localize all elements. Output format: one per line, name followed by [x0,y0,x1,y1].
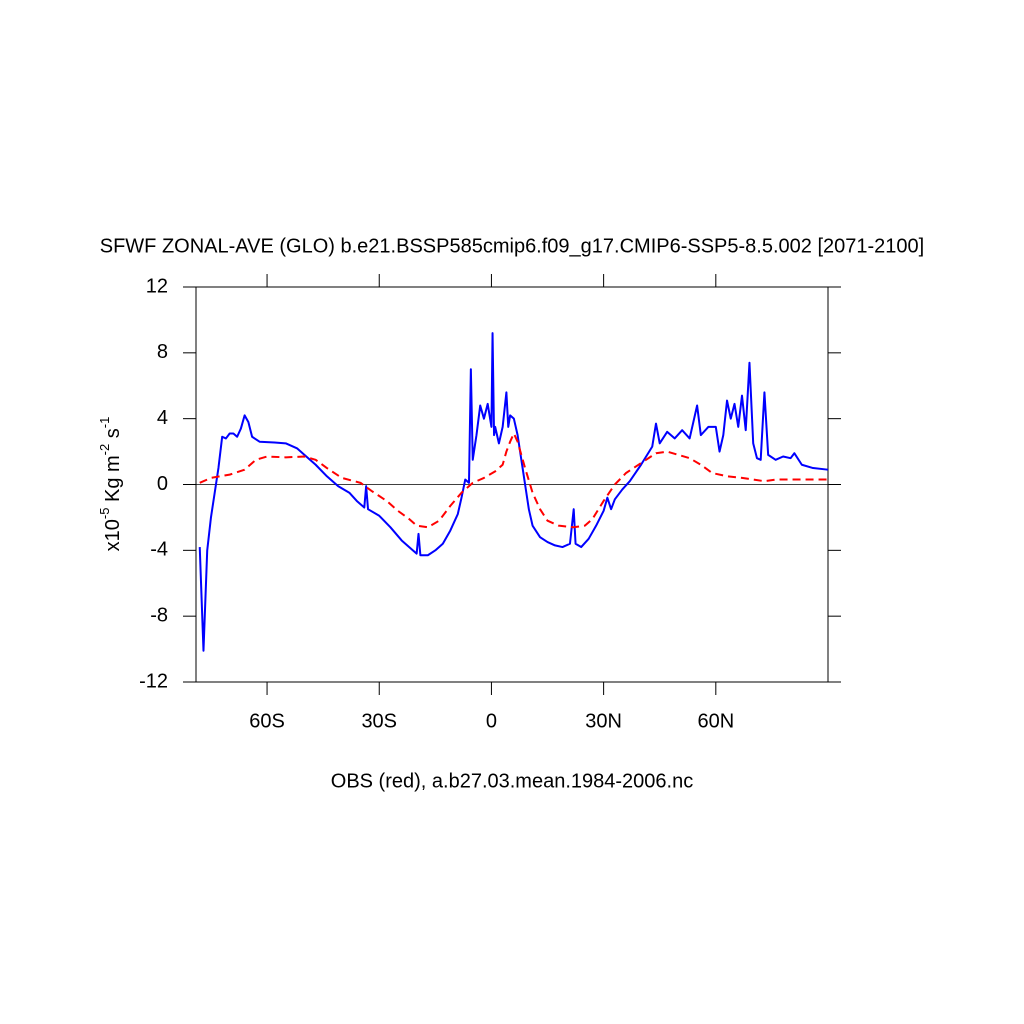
x-tick-label: 30N [585,710,622,732]
x-tick-label: 60N [697,710,734,732]
x-tick-label: 30S [361,710,397,732]
y-tick-label: -4 [150,539,168,561]
y-axis-label: x10-5 Kg m-2 s-1 [97,417,124,552]
y-tick-label: 12 [146,275,168,297]
x-axis-label: OBS (red), a.b27.03.mean.1984-2006.nc [331,770,693,792]
data-line [198,332,829,652]
y-tick-label: 0 [157,473,168,495]
x-tick-label: 0 [486,710,497,732]
chart-title: SFWF ZONAL-AVE (GLO) b.e21.BSSP585cmip6.… [100,235,924,257]
y-tick-label: 8 [157,341,168,363]
y-tick-label: -12 [139,670,168,692]
y-tick-label: -8 [150,604,168,626]
data-line [199,432,828,529]
y-tick-label: 4 [157,407,168,429]
x-tick-label: 60S [249,710,285,732]
